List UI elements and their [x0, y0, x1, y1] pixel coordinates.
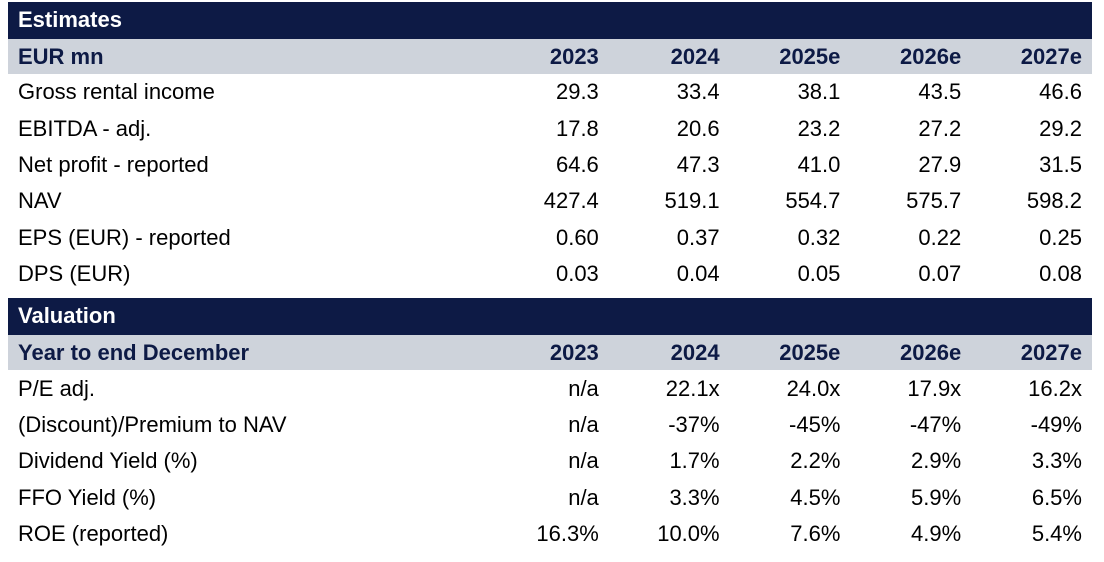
estimates-header-label: EUR mn	[18, 43, 104, 69]
row-label: EPS (EUR) - reported	[18, 224, 231, 250]
row-label: EBITDA - adj.	[18, 115, 152, 141]
cell-value: 27.2	[918, 115, 962, 141]
cell-value: 554.7	[785, 188, 841, 214]
cell-value: 2.9%	[911, 448, 962, 474]
row-label: (Discount)/Premium to NAV	[18, 411, 287, 437]
table-row: ROE (reported) 16.3% 10.0% 7.6% 4.9% 5.4…	[8, 516, 1092, 552]
table-row: P/E adj. n/a 22.1x 24.0x 17.9x 16.2x	[8, 370, 1092, 406]
cell-value: 0.05	[797, 261, 841, 287]
year-header: 2024	[670, 43, 720, 69]
cell-value: 598.2	[1026, 188, 1082, 214]
year-header: 2023	[549, 339, 599, 365]
cell-value: 29.3	[555, 79, 599, 105]
cell-value: 2.2%	[790, 448, 841, 474]
cell-value: 0.25	[1039, 224, 1082, 250]
row-label: Net profit - reported	[18, 151, 209, 177]
cell-value: n/a	[568, 448, 599, 474]
cell-value: -45%	[789, 411, 841, 437]
table-row: (Discount)/Premium to NAV n/a -37% -45% …	[8, 407, 1092, 443]
cell-value: n/a	[568, 375, 599, 401]
cell-value: 519.1	[664, 188, 720, 214]
estimates-header-row: EUR mn 2023 2024 2025e 2026e 2027e	[8, 37, 1092, 74]
row-label: FFO Yield (%)	[18, 484, 157, 510]
cell-value: 0.04	[676, 261, 720, 287]
valuation-section-title: Valuation	[8, 298, 1092, 334]
cell-value: n/a	[568, 411, 599, 437]
cell-value: 17.8	[555, 115, 599, 141]
cell-value: 427.4	[543, 188, 599, 214]
cell-value: 23.2	[797, 115, 841, 141]
table-row: Net profit - reported 64.6 47.3 41.0 27.…	[8, 147, 1092, 183]
cell-value: 17.9x	[907, 375, 962, 401]
cell-value: 16.2x	[1028, 375, 1082, 401]
cell-value: 4.9%	[911, 521, 962, 547]
row-label: DPS (EUR)	[18, 261, 131, 287]
cell-value: 3.3%	[669, 484, 720, 510]
cell-value: 24.0x	[786, 375, 841, 401]
cell-value: n/a	[568, 484, 599, 510]
table-row: DPS (EUR) 0.03 0.04 0.05 0.07 0.08	[8, 256, 1092, 292]
cell-value: 33.4	[676, 79, 720, 105]
cell-value: 10.0%	[657, 521, 720, 547]
cell-value: 6.5%	[1031, 484, 1082, 510]
cell-value: 0.22	[918, 224, 962, 250]
cell-value: 38.1	[797, 79, 841, 105]
row-label: ROE (reported)	[18, 521, 169, 547]
year-header: 2025e	[779, 43, 841, 69]
cell-value: 575.7	[906, 188, 962, 214]
valuation-header-row: Year to end December 2023 2024 2025e 202…	[8, 333, 1092, 371]
cell-value: 7.6%	[790, 521, 841, 547]
row-label: NAV	[18, 188, 62, 214]
table-row: EPS (EUR) - reported 0.60 0.37 0.32 0.22…	[8, 220, 1092, 256]
cell-value: 5.4%	[1031, 521, 1082, 547]
row-label: Gross rental income	[18, 79, 215, 105]
cell-value: 47.3	[676, 151, 720, 177]
cell-value: 3.3%	[1031, 448, 1082, 474]
cell-value: 29.2	[1039, 115, 1082, 141]
year-header: 2027e	[1020, 43, 1082, 69]
cell-value: 0.60	[555, 224, 599, 250]
valuation-header-label: Year to end December	[18, 339, 250, 365]
year-header: 2025e	[779, 339, 841, 365]
year-header: 2026e	[900, 339, 962, 365]
cell-value: -37%	[668, 411, 720, 437]
cell-value: 5.9%	[911, 484, 962, 510]
cell-value: 64.6	[555, 151, 599, 177]
table-row: FFO Yield (%) n/a 3.3% 4.5% 5.9% 6.5%	[8, 480, 1092, 516]
financial-tables: Estimates EUR mn 2023 2024 2025e 2026e 2…	[8, 2, 1092, 552]
table-row: Dividend Yield (%) n/a 1.7% 2.2% 2.9% 3.…	[8, 443, 1092, 479]
cell-value: 20.6	[676, 115, 720, 141]
cell-value: 22.1x	[665, 375, 720, 401]
cell-value: 41.0	[797, 151, 841, 177]
estimates-section-title: Estimates	[8, 2, 1092, 37]
year-header: 2027e	[1020, 339, 1082, 365]
cell-value: 27.9	[918, 151, 962, 177]
cell-value: 46.6	[1039, 79, 1082, 105]
cell-value: 0.08	[1039, 261, 1082, 287]
table-row: NAV 427.4 519.1 554.7 575.7 598.2	[8, 183, 1092, 219]
cell-value: 0.03	[555, 261, 599, 287]
year-header: 2024	[670, 339, 720, 365]
cell-value: 31.5	[1039, 151, 1082, 177]
table-row: EBITDA - adj. 17.8 20.6 23.2 27.2 29.2	[8, 110, 1092, 146]
row-label: P/E adj.	[18, 375, 96, 401]
cell-value: -49%	[1030, 411, 1082, 437]
cell-value: 0.37	[676, 224, 720, 250]
cell-value: 0.32	[797, 224, 841, 250]
cell-value: 0.07	[918, 261, 962, 287]
cell-value: 4.5%	[790, 484, 841, 510]
year-header: 2026e	[900, 43, 962, 69]
year-header: 2023	[549, 43, 599, 69]
row-label: Dividend Yield (%)	[18, 448, 198, 474]
cell-value: -47%	[909, 411, 962, 437]
table-row: Gross rental income 29.3 33.4 38.1 43.5 …	[8, 74, 1092, 110]
cell-value: 43.5	[918, 79, 962, 105]
cell-value: 1.7%	[669, 448, 720, 474]
cell-value: 16.3%	[536, 521, 599, 547]
